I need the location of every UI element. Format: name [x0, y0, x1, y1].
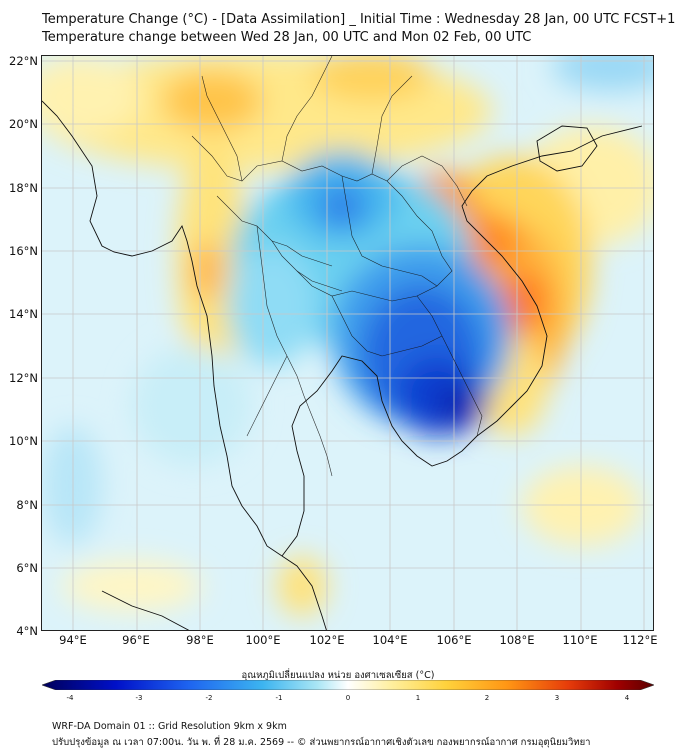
temperature-field: [42, 56, 653, 616]
colorbar-tick: 1: [415, 694, 421, 702]
footer-model-info: WRF-DA Domain 01 :: Grid Resolution 9km …: [52, 721, 287, 732]
colorbar-tick: -1: [275, 694, 283, 702]
lon-label: 110°E: [562, 633, 598, 647]
lat-label: 12°N: [9, 371, 38, 385]
lon-label: 106°E: [436, 633, 472, 647]
lat-label: 8°N: [16, 498, 38, 512]
lat-label: 6°N: [16, 561, 38, 575]
colorbar-gradient: [42, 680, 654, 690]
lat-label: 16°N: [9, 244, 38, 258]
map-title: Temperature Change (°C) - [Data Assimila…: [42, 12, 676, 27]
lat-label: 22°N: [9, 54, 38, 68]
colorbar-tick: -2: [205, 694, 213, 702]
lon-label: 108°E: [499, 633, 535, 647]
lon-label: 102°E: [309, 633, 345, 647]
map-canvas: [42, 56, 653, 630]
map-subtitle: Temperature change between Wed 28 Jan, 0…: [42, 30, 532, 45]
lat-label: 10°N: [9, 434, 38, 448]
temperature-change-map: [41, 55, 654, 631]
colorbar-tick: -3: [135, 694, 143, 702]
lon-label: 104°E: [372, 633, 408, 647]
lon-label: 112°E: [622, 633, 658, 647]
colorbar-tick: -4: [66, 694, 74, 702]
lat-label: 4°N: [16, 624, 38, 638]
colorbar-tick: 2: [484, 694, 490, 702]
colorbar-tick: 3: [554, 694, 560, 702]
country-borders: [191, 56, 483, 477]
colorbar: [42, 680, 654, 690]
coastlines: [42, 100, 643, 630]
colorbar-title: อุณหภูมิเปลี่ยนแปลง หน่วย องศาเซลเซียส (…: [241, 670, 435, 681]
graticule: [42, 56, 653, 630]
colorbar-tick: 4: [624, 694, 630, 702]
lat-label: 14°N: [9, 307, 38, 321]
lat-label: 18°N: [9, 181, 38, 195]
lon-label: 100°E: [245, 633, 281, 647]
footer-credit: ปรับปรุงข้อมูล ณ เวลา 07:00น. วัน พ. ที่…: [52, 737, 591, 748]
lon-label: 94°E: [59, 633, 87, 647]
lat-label: 20°N: [9, 117, 38, 131]
lon-label: 96°E: [122, 633, 150, 647]
colorbar-tick: 0: [345, 694, 351, 702]
lon-label: 98°E: [186, 633, 214, 647]
